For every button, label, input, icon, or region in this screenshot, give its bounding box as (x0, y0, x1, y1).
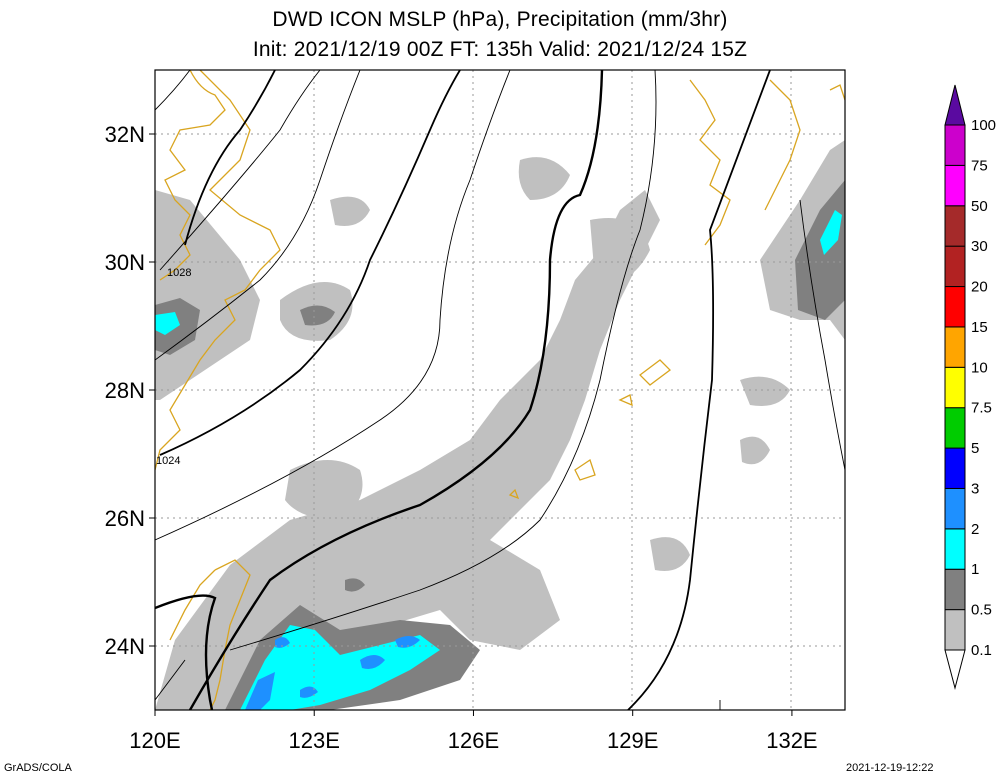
y-tick-label: 32N (105, 122, 145, 147)
colorbar-label: 20 (971, 279, 988, 296)
coastline-taiwan (209, 559, 251, 710)
coastlines (155, 70, 845, 710)
colorbar-label: 75 (971, 157, 988, 174)
isobar-9 (229, 70, 657, 651)
coastline-ryukyu-1 (639, 359, 671, 386)
colorbar-label: 50 (971, 198, 988, 215)
colorbar-segment (944, 487, 966, 530)
chart-title: DWD ICON MSLP (hPa), Precipitation (mm/3… (272, 8, 728, 31)
isobar-12 (799, 199, 845, 471)
x-tick-label: 132E (766, 728, 817, 753)
coastline-china-mid (155, 70, 281, 471)
precip-very-heavy-5 (275, 637, 290, 648)
isobar-5 (159, 70, 461, 456)
colorbar-segment (944, 164, 966, 207)
precip-very-heavy-2 (360, 655, 385, 669)
colorbar-over-triangle (944, 84, 966, 126)
colorbar-segment (944, 568, 966, 611)
x-tick-label: 120E (129, 728, 180, 753)
precip-very-heavy-3 (395, 636, 420, 648)
isobar-1 (155, 70, 191, 111)
isobar-8 (188, 70, 604, 710)
colorbar-segment (944, 286, 966, 328)
coastline-ryukyu-4 (618, 394, 633, 407)
isobar-label-1028: 1028 (167, 267, 191, 279)
colorbar-segment (944, 326, 966, 368)
precip-light-areas (155, 140, 845, 710)
isobar-4 (155, 70, 361, 361)
colorbar-segment (944, 245, 966, 288)
y-axis: 24N 26N 28N 30N 32N (105, 122, 155, 659)
y-tick-label: 30N (105, 250, 145, 275)
colorbar-label: 15 (971, 319, 988, 336)
colorbar-under-triangle (944, 649, 966, 690)
x-tick-label: 129E (607, 728, 658, 753)
precip-blob-4 (590, 218, 650, 282)
chart-subtitle: Init: 2021/12/19 00Z FT: 135h Valid: 202… (252, 38, 748, 61)
precip-blob-3 (518, 157, 570, 200)
colorbar-segment (944, 528, 966, 570)
x-tick-label: 126E (448, 728, 499, 753)
colorbar-segment (944, 447, 966, 489)
colorbar-label: 0.1 (971, 642, 992, 659)
colorbar-label: 100 (971, 117, 996, 134)
coastline-china-north (159, 70, 226, 281)
precip-medium-small-1 (300, 305, 335, 326)
isobar-6 (155, 70, 511, 541)
footer-software-label: GrADS/COLA (4, 762, 72, 774)
precip-blob-8 (330, 196, 370, 226)
colorbar-segment (944, 609, 966, 651)
isobars (155, 70, 845, 710)
coastline-korea-south (829, 84, 845, 101)
colorbar-label: 3 (971, 480, 979, 497)
colorbar-segment (944, 124, 966, 166)
y-tick-label: 28N (105, 378, 145, 403)
colorbar-segment (944, 366, 966, 409)
colorbar-segment (944, 407, 966, 449)
isobar-10 (627, 70, 771, 710)
isobar-13 (155, 659, 186, 701)
isobar-2 (184, 70, 276, 246)
coastline-kyushu (689, 79, 731, 246)
precip-heavy-east (820, 210, 842, 255)
precip-blob-2 (285, 460, 363, 520)
precip-heavy-west (155, 312, 180, 335)
colorbar-label: 1 (971, 561, 979, 578)
coastline-ryukyu-2 (574, 458, 596, 481)
precip-blob-6 (740, 376, 790, 406)
precip-band-southwest (155, 190, 660, 710)
colorbar-label: 5 (971, 440, 979, 457)
colorbar-label: 30 (971, 238, 988, 255)
colorbar-segment (944, 205, 966, 247)
isobar-3 (159, 70, 321, 271)
colorbar-label: 10 (971, 359, 988, 376)
colorbar-label: 0.5 (971, 602, 992, 619)
precip-colorbar: 0.1 0.5 1 2 3 5 7.5 10 15 20 30 50 75 100 (944, 84, 996, 690)
precip-very-heavy-1 (245, 672, 275, 710)
y-tick-label: 24N (105, 634, 145, 659)
y-tick-label: 26N (105, 506, 145, 531)
precip-blob-7 (740, 436, 770, 465)
coastline-ryukyu-3 (508, 488, 520, 500)
x-axis: 120E 123E 126E 129E 132E (129, 710, 818, 753)
footer-timestamp: 2021-12-19-12:22 (846, 762, 934, 774)
colorbar-label: 7.5 (971, 400, 992, 417)
grid-lines (155, 70, 845, 710)
precip-medium-small-2 (345, 578, 365, 592)
isobar-label-1024: 1024 (156, 455, 180, 467)
precip-blob-5 (650, 537, 690, 571)
coastline-kyushu-east (764, 79, 801, 211)
colorbar-label: 2 (971, 521, 979, 538)
x-tick-label: 123E (289, 728, 340, 753)
